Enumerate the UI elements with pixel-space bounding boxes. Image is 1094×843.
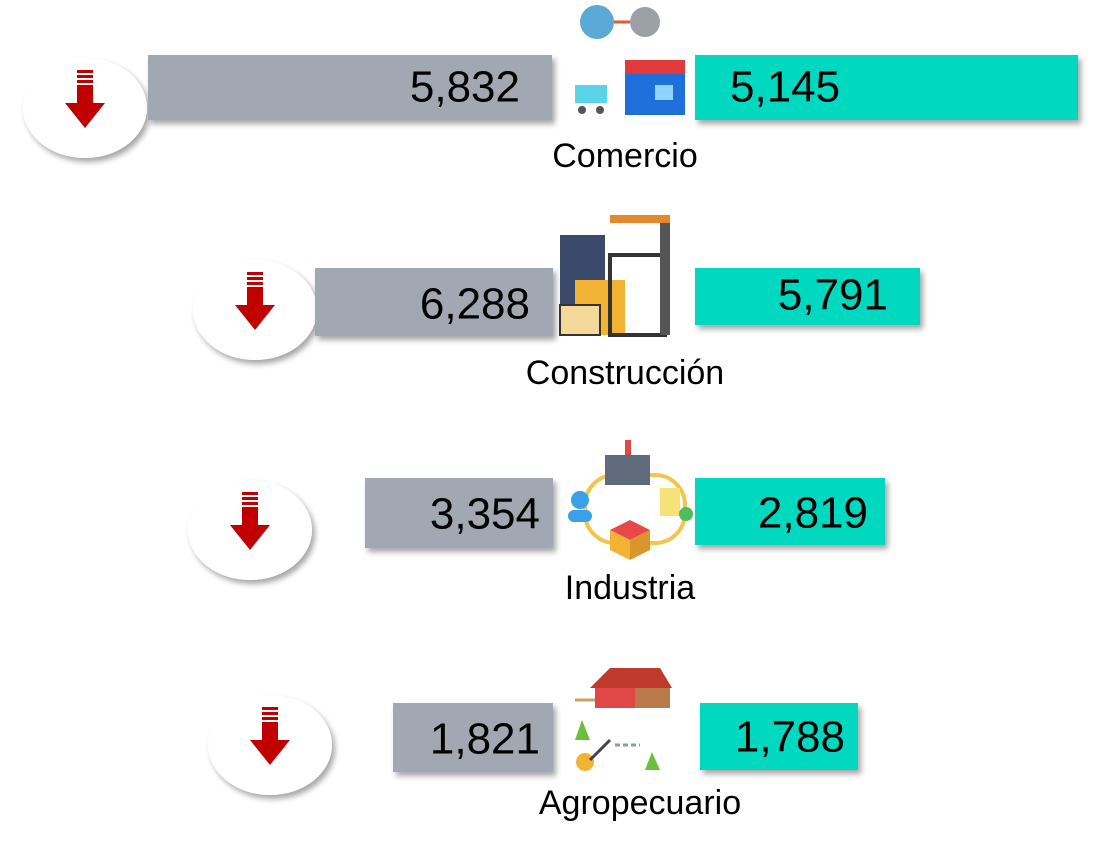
before-value: 1,821 [430,715,540,764]
construction-icon [560,215,670,335]
after-value: 2,819 [758,489,868,538]
industry-icon [568,440,693,560]
sector-label: Comercio [552,137,697,175]
commerce-icon [575,5,685,115]
after-value: 1,788 [735,713,845,762]
before-value: 6,288 [420,280,530,329]
sector-label: Construcción [526,354,724,392]
before-value: 5,832 [410,63,520,112]
sector-label: Agropecuario [539,784,741,822]
before-value: 3,354 [430,490,540,539]
sector-label: Industria [565,569,695,607]
infographic: 5,832 5,145 Comercio 6,288 5,791 Constru… [0,0,1094,838]
agriculture-icon [575,668,672,771]
after-value: 5,791 [778,271,888,320]
page: 5,832 5,145 Comercio 6,288 5,791 Constru… [0,0,1094,843]
after-value: 5,145 [730,63,840,112]
